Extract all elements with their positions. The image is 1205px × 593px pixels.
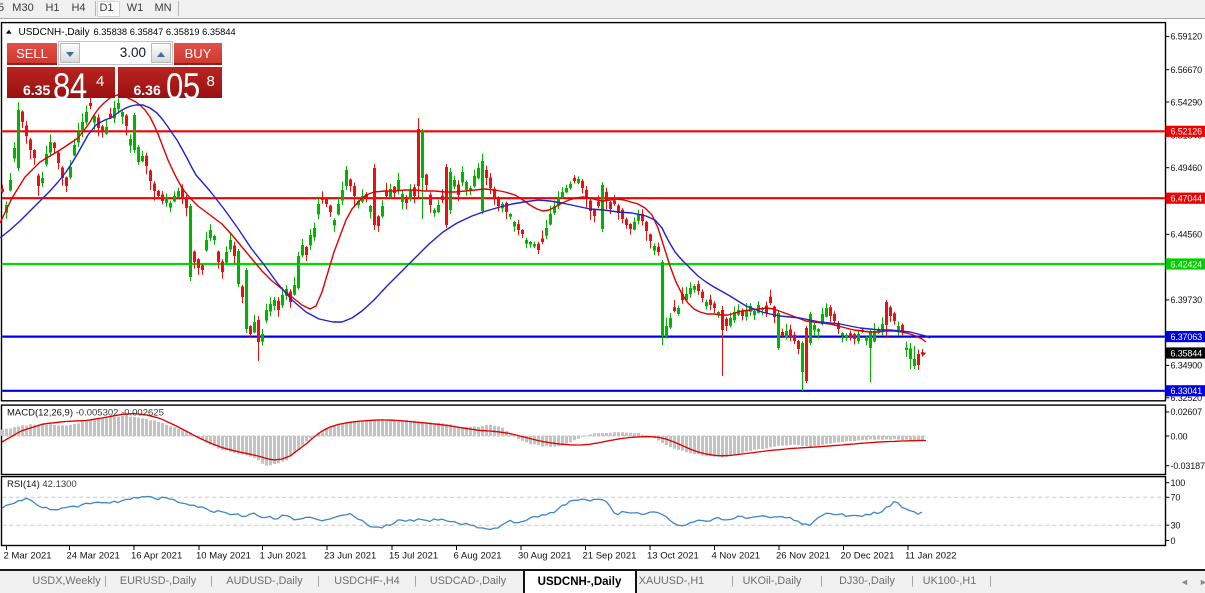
svg-text:6.49460: 6.49460 bbox=[1171, 163, 1203, 173]
svg-text:6.34900: 6.34900 bbox=[1171, 361, 1203, 371]
svg-text:6 Aug 2021: 6 Aug 2021 bbox=[454, 551, 502, 562]
svg-text:20 Dec 2021: 20 Dec 2021 bbox=[841, 551, 895, 562]
svg-text:30: 30 bbox=[1171, 521, 1181, 531]
svg-text:2 Mar 2021: 2 Mar 2021 bbox=[4, 551, 52, 562]
svg-text:16 Apr 2021: 16 Apr 2021 bbox=[131, 551, 182, 562]
svg-text:6.35838 6.35847 6.35819 6.3584: 6.35838 6.35847 6.35819 6.35844 bbox=[94, 27, 236, 37]
svg-text:21 Sep 2021: 21 Sep 2021 bbox=[583, 551, 637, 562]
svg-text:70: 70 bbox=[1171, 493, 1181, 503]
svg-text:MACD(12,26,9) -0.005302 -0.002: MACD(12,26,9) -0.005302 -0.002625 bbox=[7, 407, 164, 418]
svg-text:6.42424: 6.42424 bbox=[1171, 259, 1203, 269]
svg-text:4 Nov 2021: 4 Nov 2021 bbox=[712, 551, 761, 562]
svg-text:100: 100 bbox=[1171, 478, 1186, 488]
svg-text:0: 0 bbox=[1171, 536, 1176, 546]
svg-text:0.00: 0.00 bbox=[1171, 431, 1188, 441]
svg-text:30 Aug 2021: 30 Aug 2021 bbox=[518, 551, 571, 562]
svg-text:6.33041: 6.33041 bbox=[1171, 386, 1203, 396]
svg-text:6.52126: 6.52126 bbox=[1171, 127, 1203, 137]
svg-text:15 Jul 2021: 15 Jul 2021 bbox=[389, 551, 438, 562]
svg-text:0.02607: 0.02607 bbox=[1171, 407, 1203, 417]
svg-text:1 Jun 2021: 1 Jun 2021 bbox=[260, 551, 307, 562]
svg-text:USDCNH-,Daily: USDCNH-,Daily bbox=[19, 27, 90, 38]
svg-text:6.54290: 6.54290 bbox=[1171, 97, 1203, 107]
svg-text:6.47044: 6.47044 bbox=[1171, 194, 1203, 204]
svg-text:13 Oct 2021: 13 Oct 2021 bbox=[647, 551, 699, 562]
svg-text:11 Jan 2022: 11 Jan 2022 bbox=[905, 551, 957, 562]
svg-text:24 Mar 2021: 24 Mar 2021 bbox=[67, 551, 120, 562]
svg-text:-0.03187: -0.03187 bbox=[1171, 461, 1205, 471]
svg-text:6.32520: 6.32520 bbox=[1171, 393, 1203, 403]
svg-text:6.37063: 6.37063 bbox=[1171, 332, 1203, 342]
svg-text:6.56670: 6.56670 bbox=[1171, 65, 1203, 75]
svg-text:10 May 2021: 10 May 2021 bbox=[196, 551, 251, 562]
svg-text:23 Jun 2021: 23 Jun 2021 bbox=[324, 551, 376, 562]
svg-text:6.39730: 6.39730 bbox=[1171, 295, 1203, 305]
svg-text:6.44560: 6.44560 bbox=[1171, 230, 1203, 240]
svg-text:6.59120: 6.59120 bbox=[1171, 32, 1203, 42]
svg-text:RSI(14) 42.1300: RSI(14) 42.1300 bbox=[7, 479, 77, 490]
svg-text:26 Nov 2021: 26 Nov 2021 bbox=[776, 551, 830, 562]
svg-text:6.35844: 6.35844 bbox=[1171, 348, 1203, 358]
